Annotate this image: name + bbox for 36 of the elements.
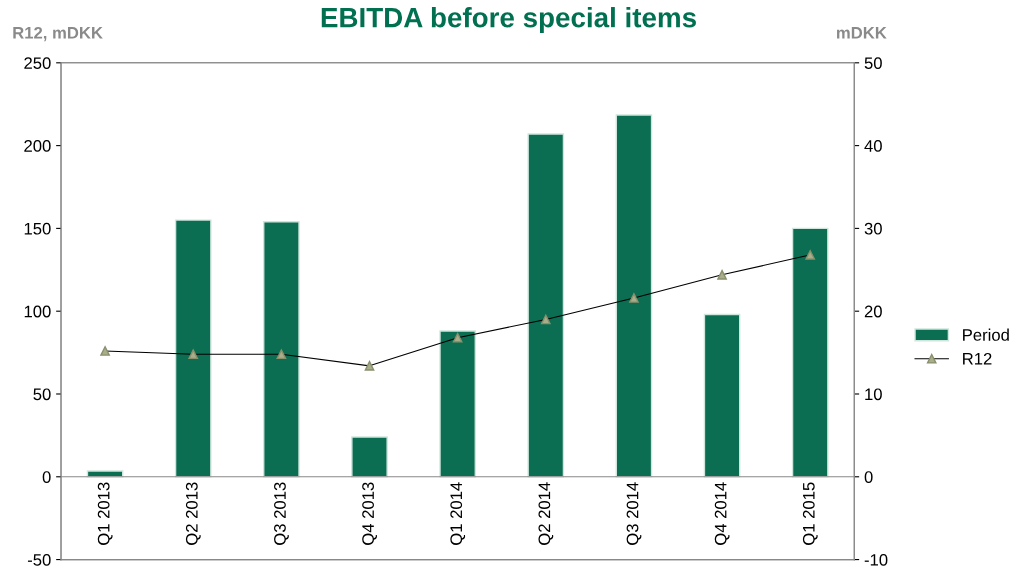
y-tick-label: 50 xyxy=(33,388,51,401)
y2-tick-label: 50 xyxy=(864,57,882,70)
x-tick-label: Q4 2014 xyxy=(714,482,730,545)
bar xyxy=(263,221,300,478)
y-tick-label: -50 xyxy=(27,553,51,566)
bar xyxy=(791,227,829,478)
x-tick-label: Q1 2014 xyxy=(450,482,466,545)
legend-label: Period xyxy=(963,328,1009,341)
x-tick-label: Q3 2014 xyxy=(626,482,642,545)
x-tick-label: Q2 2014 xyxy=(538,482,554,545)
x-tick-label: Q2 2013 xyxy=(185,482,201,545)
bar xyxy=(703,313,741,478)
chart-title: EBITDA before special items xyxy=(321,7,696,33)
x-tick-label: Q1 2013 xyxy=(97,482,113,545)
bar xyxy=(615,114,653,478)
bar xyxy=(174,219,212,478)
x-tick-label: Q1 2015 xyxy=(802,482,818,545)
y-tick-label: 0 xyxy=(42,471,51,483)
bar xyxy=(527,133,565,478)
y2-tick-label: 0 xyxy=(864,471,873,483)
y2-tick-label: 30 xyxy=(864,222,882,235)
y2-tick-label: 40 xyxy=(864,140,882,152)
y-tick-label: 150 xyxy=(24,222,51,235)
bar xyxy=(439,330,476,478)
y2-tick-label: 20 xyxy=(864,305,882,318)
y-tick-label: 100 xyxy=(24,305,51,318)
y-tick-label: 250 xyxy=(24,57,51,70)
y2-axis-title: mDKK xyxy=(836,27,887,39)
y2-tick-label: -10 xyxy=(864,553,888,566)
y-tick-label: 200 xyxy=(24,140,51,152)
x-tick-label: Q4 2013 xyxy=(362,482,377,545)
y2-tick-label: 10 xyxy=(865,388,882,401)
legend-label: R12 xyxy=(963,352,992,365)
x-tick-label: Q3 2013 xyxy=(274,482,289,545)
y-axis-title: R12, mDKK xyxy=(13,26,103,42)
bar xyxy=(351,436,388,478)
